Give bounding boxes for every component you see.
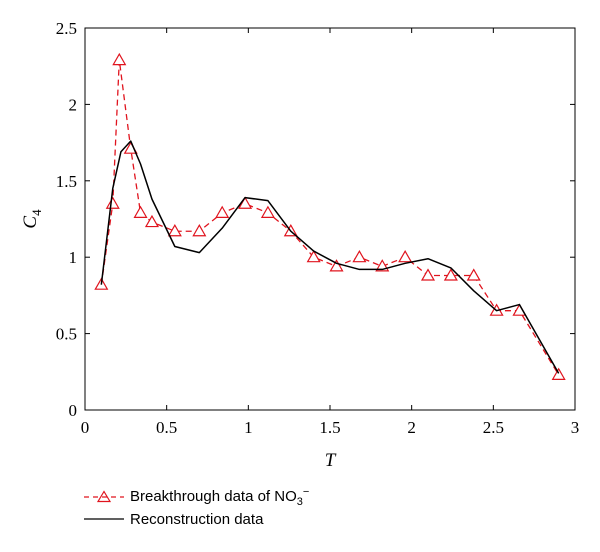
legend-label-breakthrough: Breakthrough data of NO3− — [130, 486, 310, 508]
data-point-breakthrough — [112, 52, 127, 66]
dashed-triangle-marker-icon — [84, 490, 124, 503]
series-line-reconstruction — [100, 140, 560, 374]
data-point-breakthrough — [144, 214, 160, 228]
data-point-breakthrough — [105, 196, 120, 209]
legend-item-breakthrough: Breakthrough data of NO3− — [84, 486, 309, 508]
y-axis-label: C4 — [20, 209, 44, 229]
x-tick-label: 2 — [407, 418, 416, 437]
data-point-breakthrough — [260, 205, 275, 218]
y-tick-label: 2.5 — [56, 19, 77, 38]
legend-item-reconstruction: Reconstruction data — [84, 508, 309, 530]
series-line-breakthrough — [100, 59, 560, 376]
x-tick-label: 1 — [244, 418, 253, 437]
data-point-breakthrough — [420, 268, 436, 281]
data-point-breakthrough — [192, 224, 207, 237]
x-axis-label: T — [325, 450, 337, 471]
data-point-breakthrough — [352, 249, 367, 263]
data-point-breakthrough — [329, 259, 344, 272]
data-point-breakthrough — [215, 205, 230, 218]
x-tick-label: 2.5 — [483, 418, 504, 437]
y-tick-label: 0 — [69, 401, 78, 420]
x-tick-label: 0 — [81, 418, 90, 437]
data-point-breakthrough — [238, 196, 253, 209]
plot-area-frame — [84, 27, 576, 411]
x-tick-label: 0.5 — [156, 418, 177, 437]
data-point-breakthrough — [551, 367, 566, 380]
data-point-breakthrough — [398, 249, 413, 263]
chart: 0 0.5 1 1.5 2 2.5 3 0 0.5 1 1.5 2 2.5 T C4 — [20, 19, 580, 471]
x-tick-label: 3 — [571, 418, 580, 437]
y-tick-label: 1 — [69, 248, 78, 267]
y-tick-label: 1.5 — [56, 172, 77, 191]
y-tick-label: 2 — [69, 95, 78, 114]
solid-line-marker-icon — [84, 518, 124, 520]
data-point-breakthrough — [466, 268, 481, 281]
x-tick-label: 1.5 — [319, 418, 340, 437]
data-point-breakthrough — [443, 268, 458, 281]
data-point-breakthrough — [133, 205, 148, 218]
y-tick-label: 0.5 — [56, 325, 77, 344]
data-point-breakthrough — [167, 224, 182, 237]
y-axis-label-main: C — [20, 216, 41, 229]
data-point-breakthrough — [306, 249, 321, 263]
y-axis-label-sub: 4 — [29, 209, 44, 216]
legend: Breakthrough data of NO3− Reconstruction… — [84, 486, 309, 530]
legend-label-reconstruction: Reconstruction data — [130, 510, 264, 528]
